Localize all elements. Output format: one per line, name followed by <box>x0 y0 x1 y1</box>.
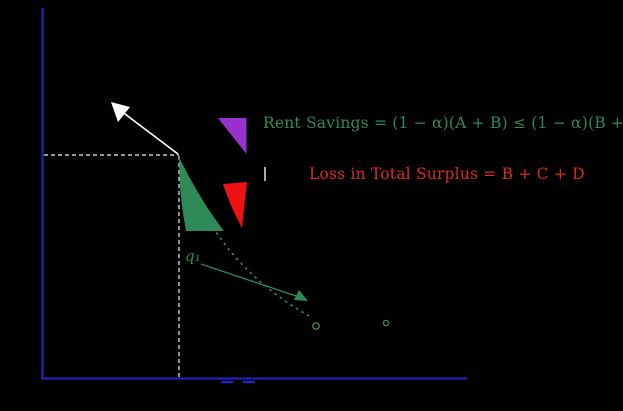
region-A-purple <box>218 118 247 154</box>
q1-label: q₁ <box>185 247 201 265</box>
loss-surplus-label: Loss in Total Surplus = B + C + D <box>309 165 585 183</box>
q1-arrow-line <box>200 263 300 298</box>
demand-endpoint-marker <box>312 322 320 330</box>
demand-curve-lower <box>205 215 312 318</box>
region-D-red <box>223 182 247 228</box>
rent-savings-label: Rent Savings = (1 − α)(A + B) ≤ (1 − α)(… <box>263 114 623 132</box>
demand-curve-upper <box>120 110 179 155</box>
q1-arrowhead <box>294 290 308 301</box>
secondary-marker <box>382 319 390 327</box>
region-B-green <box>179 157 224 231</box>
demand-arrowhead <box>111 102 130 122</box>
